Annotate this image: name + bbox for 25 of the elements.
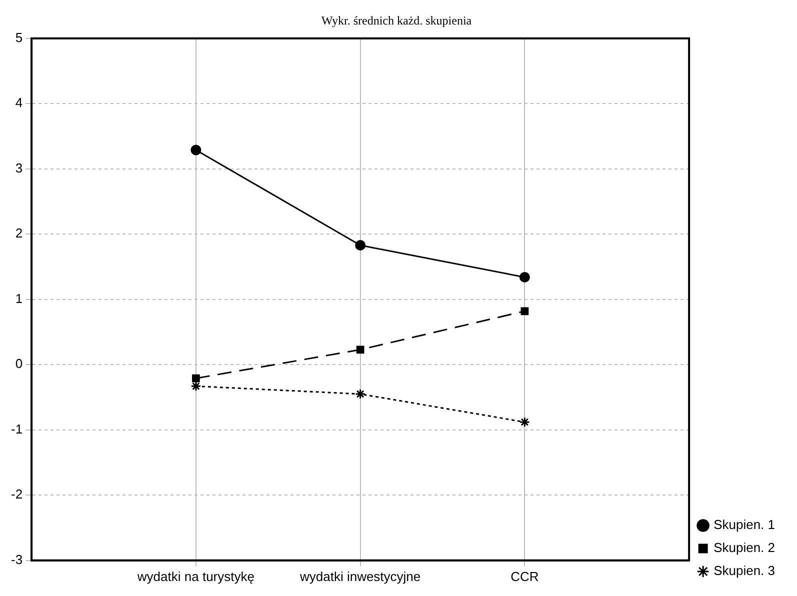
x-tick-label: wydatki na turystykę xyxy=(136,568,254,584)
x-tick-label: CCR xyxy=(510,568,539,584)
point xyxy=(519,272,530,282)
y-tick-label: 5 xyxy=(15,30,23,45)
y-tick-label: 1 xyxy=(15,290,23,306)
legend-label: Skupien. 3 xyxy=(714,563,776,578)
y-tick-label: 4 xyxy=(15,95,23,110)
point xyxy=(355,388,366,400)
y-tick-label: 0 xyxy=(15,356,23,372)
legend-label: Skupien. 1 xyxy=(714,517,776,532)
chart-title: Wykr. średnich każd. skupienia xyxy=(321,13,472,28)
legend-label: Skupien. 2 xyxy=(714,540,776,556)
x-tick-label: wydatki inwestycyjne xyxy=(298,568,421,584)
y-tick-label: 3 xyxy=(15,160,23,176)
y-tick-label: -2 xyxy=(10,486,23,502)
point xyxy=(190,380,202,392)
y-tick-label: -3 xyxy=(10,552,23,567)
point xyxy=(190,144,202,156)
point xyxy=(520,307,529,316)
y-tick-label: 2 xyxy=(15,226,23,241)
point xyxy=(356,346,364,354)
point xyxy=(355,240,366,250)
y-tick-label: -1 xyxy=(10,421,23,436)
point xyxy=(192,374,200,382)
point xyxy=(519,416,530,428)
